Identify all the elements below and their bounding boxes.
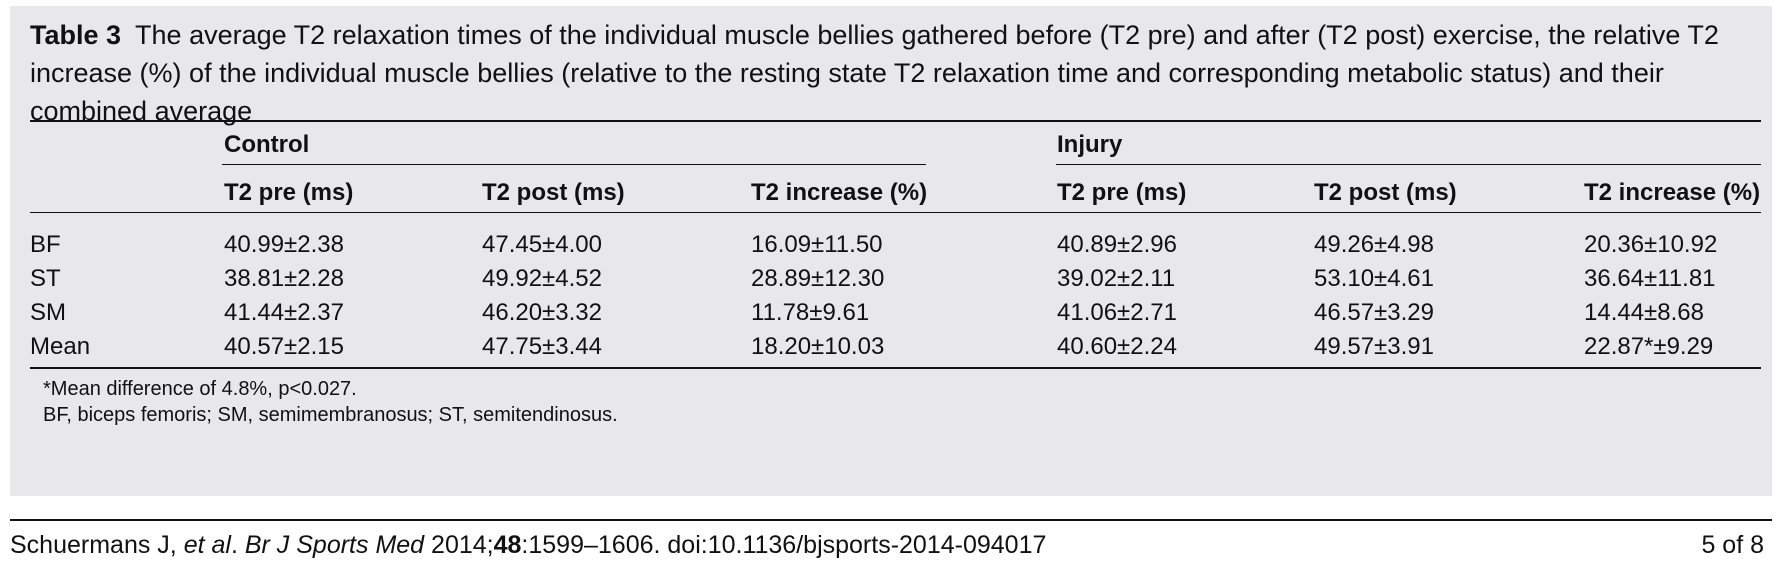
group-rule-injury (1056, 164, 1761, 165)
row-label: SM (30, 299, 66, 326)
page-footer-rule (10, 519, 1772, 521)
table-cell: 39.02±2.11 (1057, 265, 1176, 292)
citation-et-al: et al (183, 531, 231, 559)
group-header-injury: Injury (1057, 131, 1123, 158)
table-cell: 49.26±4.98 (1314, 231, 1434, 258)
table-cell: 47.45±4.00 (482, 231, 602, 258)
table-cell: 49.57±3.91 (1314, 333, 1434, 360)
group-rule-control (222, 164, 926, 165)
page-number: 5 of 8 (1701, 531, 1764, 559)
table-caption-text: The average T2 relaxation times of the i… (30, 20, 1719, 126)
citation-year: 2014; (424, 531, 494, 559)
table-panel: Table 3 The average T2 relaxation times o… (10, 6, 1772, 496)
row-label: Mean (30, 333, 91, 360)
table-cell: 22.87*±9.29 (1584, 333, 1714, 360)
col-header-injury-increase: T2 increase (%) (1584, 179, 1761, 206)
table-cell: 20.36±10.92 (1584, 231, 1718, 258)
citation-journal: Br J Sports Med (244, 531, 425, 559)
row-label: ST (30, 265, 61, 292)
top-rule (30, 120, 1761, 122)
col-header-control-increase: T2 increase (%) (751, 179, 928, 206)
table-cell: 41.06±2.71 (1057, 299, 1177, 326)
bottom-rule (30, 367, 1761, 369)
table-cell: 40.89±2.96 (1057, 231, 1177, 258)
table-caption: Table 3 The average T2 relaxation times o… (30, 16, 1750, 130)
table-cell: 40.60±2.24 (1057, 333, 1177, 360)
table-cell: 46.57±3.29 (1314, 299, 1434, 326)
col-header-control-post: T2 post (ms) (482, 179, 625, 206)
header-rule (30, 212, 1761, 213)
col-header-injury-pre: T2 pre (ms) (1057, 179, 1187, 206)
col-header-control-pre: T2 pre (ms) (224, 179, 354, 206)
table-number: Table 3 (30, 20, 122, 50)
citation-authors: Schuermans J, (10, 531, 184, 559)
table-cell: 47.75±3.44 (482, 333, 602, 360)
table-cell: 18.20±10.03 (751, 333, 885, 360)
table-cell: 40.57±2.15 (224, 333, 344, 360)
table-cell: 41.44±2.37 (224, 299, 344, 326)
table-cell: 11.78±9.61 (751, 299, 870, 326)
table-cell: 53.10±4.61 (1314, 265, 1434, 292)
citation-pages-doi: :1599–1606. doi:10.1136/bjsports-2014-09… (521, 531, 1047, 559)
group-header-control: Control (224, 131, 310, 158)
citation-footer: Schuermans J, et al. Br J Sports Med 201… (10, 528, 1046, 562)
col-header-injury-post: T2 post (ms) (1314, 179, 1457, 206)
table-cell: 46.20±3.32 (482, 299, 602, 326)
table-footnote-abbreviations: BF, biceps femoris; SM, semimembranosus;… (43, 404, 618, 426)
table-cell: 40.99±2.38 (224, 231, 344, 258)
row-label: BF (30, 231, 61, 258)
table-cell: 28.89±12.30 (751, 265, 885, 292)
table-cell: 49.92±4.52 (482, 265, 602, 292)
table-cell: 14.44±8.68 (1584, 299, 1704, 326)
table-cell: 36.64±11.81 (1584, 265, 1716, 292)
table-footnote: *Mean difference of 4.8%, p<0.027. (43, 378, 357, 400)
citation-separator: . (230, 531, 245, 559)
table-cell: 16.09±11.50 (751, 231, 883, 258)
citation-volume: 48 (493, 531, 522, 559)
table-cell: 38.81±2.28 (224, 265, 344, 292)
